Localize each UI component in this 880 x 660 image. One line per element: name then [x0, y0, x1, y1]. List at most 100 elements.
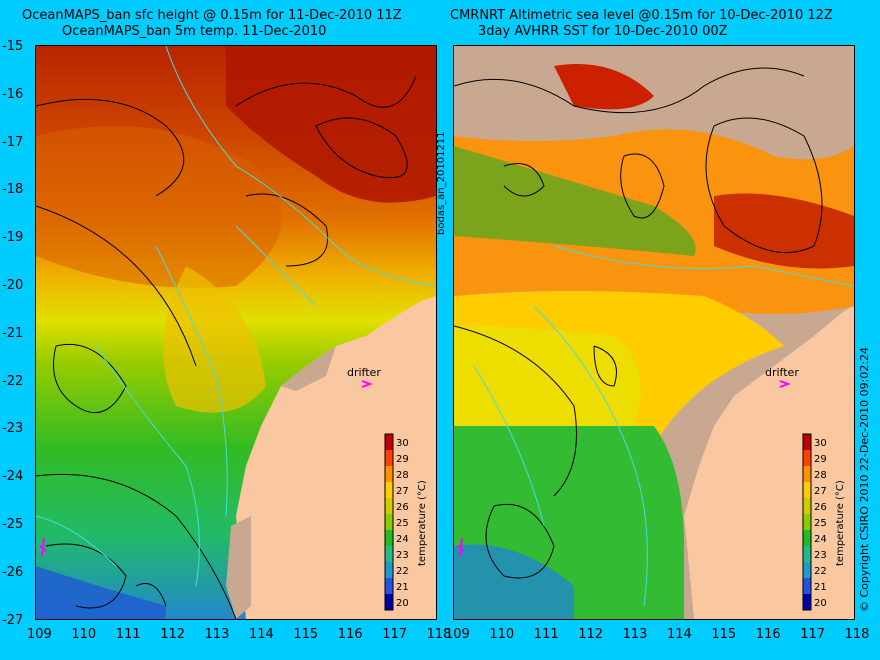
x-tick-label: 118: [426, 627, 452, 642]
colorbar-swatch: [803, 498, 811, 515]
colorbar-swatch: [385, 450, 393, 467]
colorbar-swatch: [803, 466, 811, 483]
x-tick-label: 109: [445, 627, 470, 642]
x-tick-label: 115: [711, 627, 737, 642]
x-tick-label: 109: [27, 627, 52, 642]
colorbar-tick-label: 22: [396, 566, 409, 577]
y-tick-label: -15: [2, 39, 24, 54]
x-tick-label: 116: [755, 627, 781, 642]
y-tick-label: -20: [2, 278, 24, 293]
y-tick-label: -25: [2, 517, 24, 532]
colorbar-right: 30 29 28 27 26 25 24 23 22 21 20 temperature (°C): [802, 433, 846, 611]
colorbar-swatch: [803, 450, 811, 467]
colorbar-tick-label: 28: [814, 470, 827, 481]
copyright-text: © Copyright CSIRO 2010 22-Dec-2010 09:02…: [858, 346, 871, 612]
y-tick-label: -22: [2, 373, 24, 389]
x-tick-label: 116: [337, 627, 363, 642]
x-tick-label: 112: [578, 627, 604, 642]
svg-text:drifter: drifter: [347, 366, 381, 379]
colorbar-swatch: [385, 530, 393, 547]
colorbar-tick-label: 27: [814, 486, 827, 497]
colorbar-swatch: [385, 514, 393, 531]
colorbar-swatch: [385, 562, 393, 579]
y-tick-label: -16: [2, 86, 24, 102]
colorbar-swatch: [803, 482, 811, 499]
x-tick-label: 110: [489, 627, 515, 642]
y-tick-label: -17: [2, 134, 24, 150]
colorbar-tick-label: 23: [396, 550, 409, 561]
colorbar-tick-label: 24: [814, 534, 827, 545]
x-tick-label: 113: [622, 627, 648, 642]
x-tick-label: 112: [160, 627, 186, 642]
drifter-marker-right[interactable]: drifter: [765, 366, 799, 388]
colorbar-tick-label: 26: [814, 502, 827, 513]
colorbar-tick-label: 29: [814, 454, 827, 465]
colorbar: 30 29 28 27 26 25 24 23 22 21 20 temperature (°C): [384, 433, 428, 611]
left-map: drifter 30 29 28 27 26 25 24 23 22 21 20 temperatu…: [36, 46, 436, 619]
y-tick-label: -26: [2, 564, 24, 580]
coast-contours: [36, 46, 436, 587]
x-tick-label: 113: [204, 627, 230, 642]
x-tick-label: 110: [71, 627, 97, 642]
svg-text:temperature (°C): temperature (°C): [417, 480, 428, 566]
drifter-marker[interactable]: drifter: [347, 366, 381, 388]
coast-contours-right: [473, 245, 854, 607]
colorbar-swatch: [385, 466, 393, 483]
right-title-line2: 3day AVHRR SST for 10-Dec-2010 00Z: [478, 24, 728, 39]
y-tick-label: -21: [2, 325, 24, 341]
right-map: drifter 30 29 28 27 26 25 24 23 22 21 20 temperatu…: [454, 46, 854, 619]
colorbar-tick-label: 20: [396, 598, 409, 609]
colorbar-tick-label: 29: [396, 454, 409, 465]
x-tick-label: 114: [667, 627, 692, 642]
colorbar-swatch: [803, 578, 811, 595]
x-tick-label: 115: [293, 627, 319, 642]
colorbar-swatch: [803, 594, 811, 611]
y-tick-label: -24: [2, 469, 24, 485]
run-label: bodas_an_20101211: [436, 131, 447, 235]
right-map-panel: drifter 30 29 28 27 26 25 24 23 22 21 20 temperatu…: [453, 45, 855, 620]
svg-text:drifter: drifter: [765, 366, 799, 379]
drifter-track-right: [457, 537, 465, 557]
x-tick-label: 111: [533, 627, 559, 642]
x-tick-label: 118: [844, 627, 870, 642]
x-tick-label: 117: [382, 627, 408, 642]
colorbar-swatch: [385, 482, 393, 499]
colorbar-swatch: [385, 498, 393, 515]
colorbar-swatch: [803, 530, 811, 547]
x-tick-label: 114: [249, 627, 274, 642]
colorbar-swatch: [803, 562, 811, 579]
colorbar-tick-label: 22: [814, 566, 827, 577]
colorbar-swatch: [385, 434, 393, 451]
colorbar-tick-label: 21: [814, 582, 827, 593]
colorbar-swatch: [803, 546, 811, 563]
colorbar-tick-label: 26: [396, 502, 409, 513]
svg-text:temperature (°C): temperature (°C): [835, 480, 846, 566]
y-tick-label: -23: [2, 421, 24, 437]
colorbar-swatch: [385, 546, 393, 563]
sea-level-contours: [36, 75, 417, 619]
left-map-panel: drifter 30 29 28 27 26 25 24 23 22 21 20 temperatu…: [35, 45, 437, 620]
altimetric-contours: [454, 67, 823, 579]
colorbar-swatch: [385, 578, 393, 595]
y-tick-label: -27: [2, 612, 24, 628]
x-tick-label: 117: [800, 627, 826, 642]
colorbar-tick-label: 23: [814, 550, 827, 561]
colorbar-tick-label: 21: [396, 582, 409, 593]
colorbar-swatch: [803, 514, 811, 531]
left-title-line1: OceanMAPS_ban sfc height @ 0.15m for 11-…: [22, 8, 402, 23]
drifter-track: [39, 537, 47, 557]
right-title-line1: CMRNRT Altimetric sea level @0.15m for 1…: [450, 8, 833, 23]
colorbar-tick-label: 27: [396, 486, 409, 497]
colorbar-swatch: [803, 434, 811, 451]
y-tick-label: -18: [2, 182, 24, 198]
colorbar-tick-label: 25: [814, 518, 827, 529]
colorbar-tick-label: 30: [396, 438, 409, 449]
colorbar-tick-label: 25: [396, 518, 409, 529]
colorbar-tick-label: 24: [396, 534, 409, 545]
left-title-line2: OceanMAPS_ban 5m temp. 11-Dec-2010: [62, 24, 327, 39]
y-tick-label: -19: [2, 230, 24, 246]
colorbar-tick-label: 30: [814, 438, 827, 449]
x-tick-label: 111: [115, 627, 141, 642]
colorbar-tick-label: 28: [396, 470, 409, 481]
colorbar-swatch: [385, 594, 393, 611]
